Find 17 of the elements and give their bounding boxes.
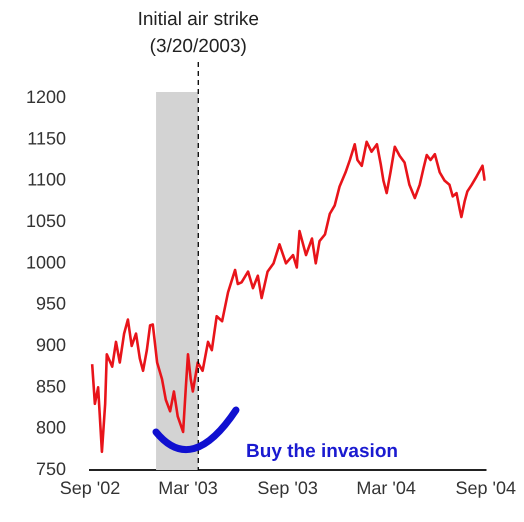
y-tick-label: 1200 [26, 86, 66, 107]
y-tick-label: 850 [36, 376, 66, 396]
y-tick-label: 1150 [27, 128, 66, 148]
ref-line-label: Initial air strike (3/20/2003) [138, 9, 259, 58]
y-tick-label: 750 [36, 458, 66, 479]
y-tick-label: 1050 [26, 210, 66, 231]
annotation: Buy the invasion [246, 441, 398, 462]
y-tick-label: 800 [36, 418, 66, 438]
y-tick-label: 950 [36, 294, 66, 314]
x-tick-label: Mar '03 [158, 478, 218, 498]
x-tick-label: Sep '03 [257, 478, 318, 498]
y-tick-label: 900 [36, 334, 66, 355]
x-tick-label: Sep '02 [60, 478, 120, 498]
y-tick-label: 1100 [27, 170, 66, 190]
x-tick-label: Mar '04 [356, 478, 416, 498]
x-tick-label: Sep '04 [456, 478, 516, 498]
y-tick-label: 1000 [26, 252, 66, 272]
